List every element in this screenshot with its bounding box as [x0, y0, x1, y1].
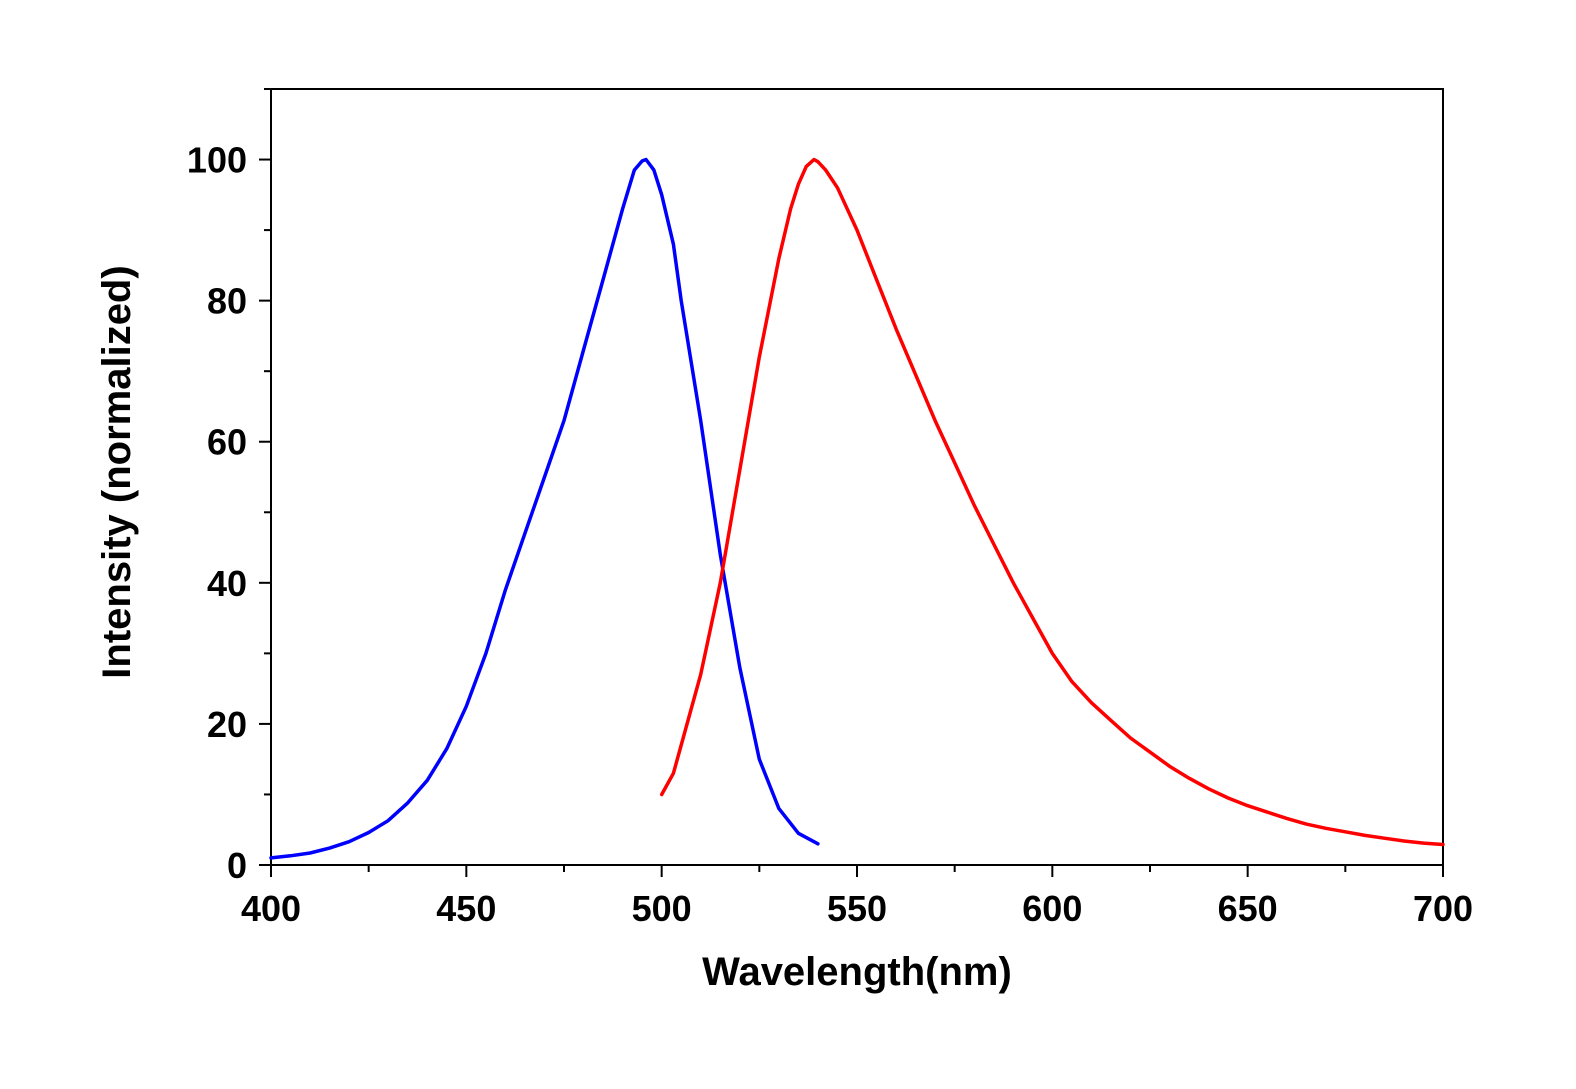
x-tick-label: 650	[1218, 888, 1278, 929]
x-tick-label: 700	[1413, 888, 1473, 929]
x-axis-title: Wavelength(nm)	[702, 950, 1012, 994]
y-axis-title: Intensity (normalized)	[95, 265, 139, 678]
x-tick-label: 600	[1022, 888, 1082, 929]
series-layer	[269, 157, 1445, 860]
y-tick-label: 100	[187, 140, 247, 181]
y-tick-label: 20	[207, 704, 247, 745]
x-tick-label: 400	[241, 888, 301, 929]
x-tick-label: 450	[436, 888, 496, 929]
y-tick-label: 40	[207, 563, 247, 604]
series-line-emission	[659, 157, 1445, 847]
x-axis-ticks: 400 450 500 550 600 650 700	[241, 865, 1473, 929]
x-tick-label: 550	[827, 888, 887, 929]
y-tick-label: 0	[227, 845, 247, 886]
y-tick-label: 80	[207, 281, 247, 322]
series-line-excitation	[269, 157, 820, 860]
y-axis-ticks: 0 20 40 60 80 100	[187, 88, 271, 886]
x-tick-label: 500	[632, 888, 692, 929]
y-tick-label: 60	[207, 422, 247, 463]
